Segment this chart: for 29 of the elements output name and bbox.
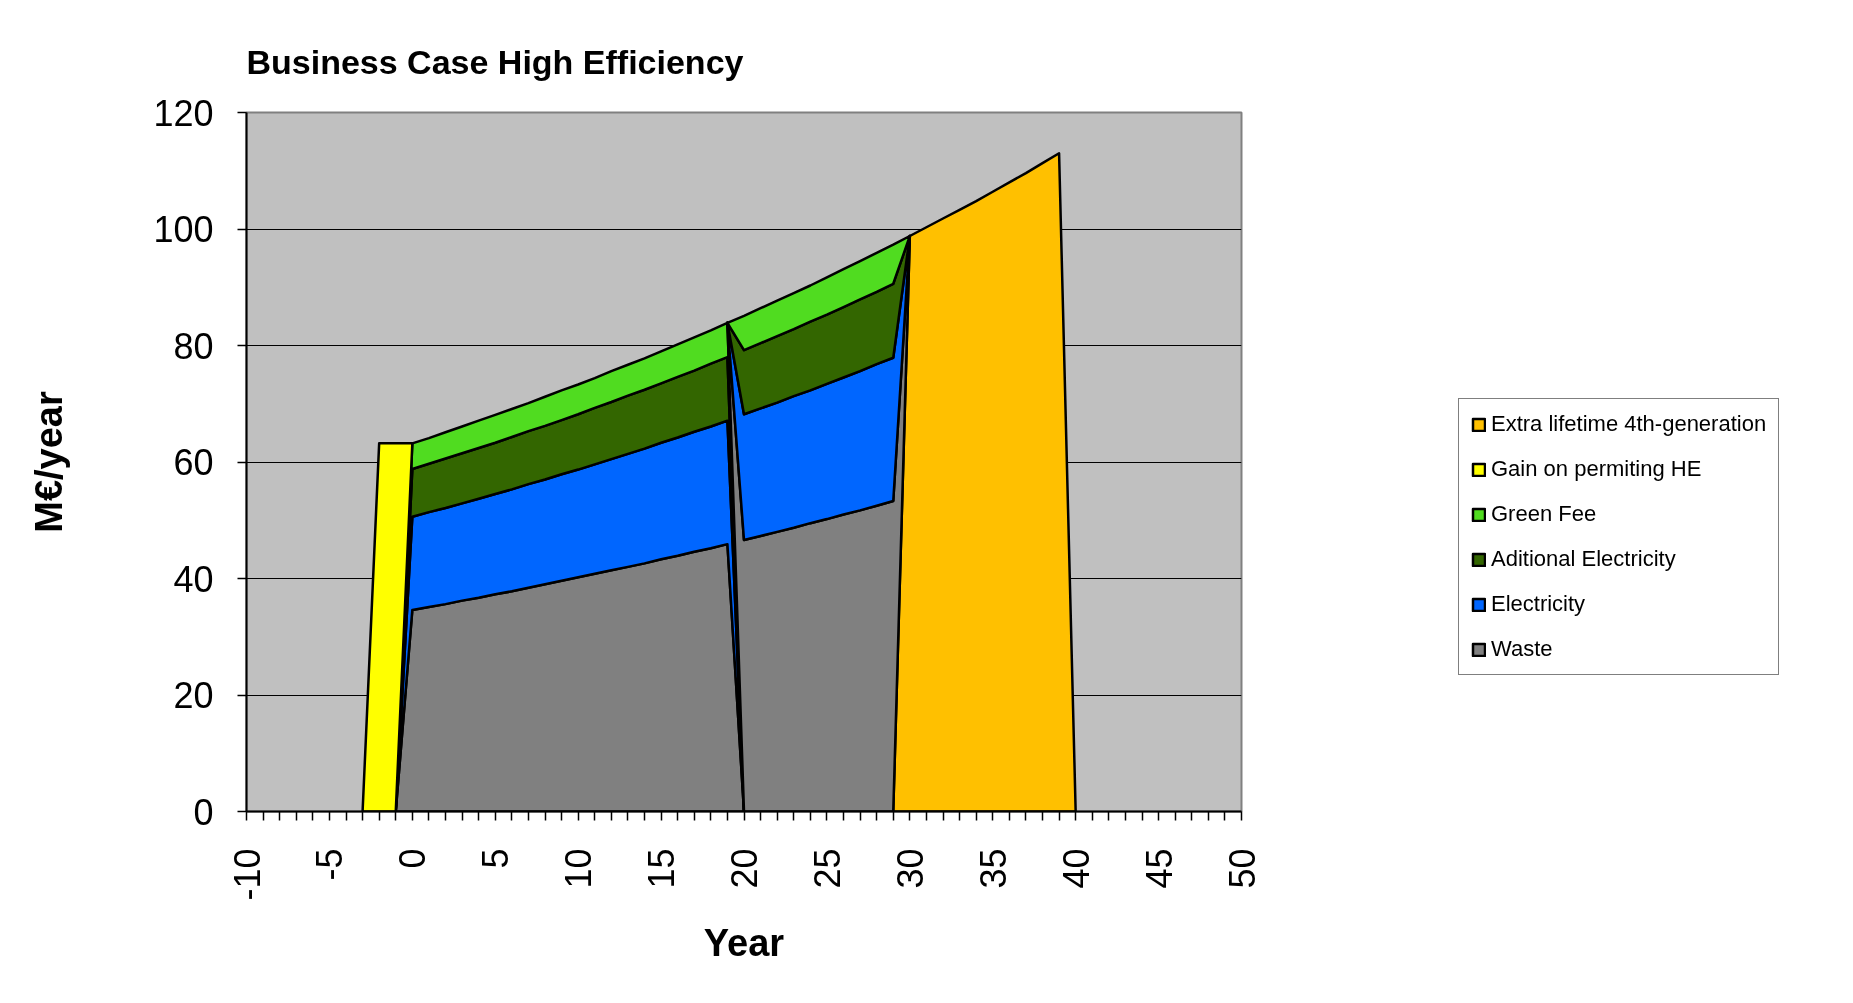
x-tick-label: 50 [1221,848,1263,889]
y-tick-label: 100 [153,209,214,250]
legend-label: Green Fee [1491,501,1597,527]
x-tick-label: -10 [226,848,268,901]
y-axis-title: M€/year [28,391,71,533]
x-tick-label: 0 [392,848,434,869]
legend-label: Electricity [1491,591,1586,617]
x-tick-label: 40 [1055,848,1097,889]
legend-label: Extra lifetime 4th-generation [1491,411,1767,437]
y-tick-label: 40 [173,558,214,600]
legend-label: Waste [1491,636,1553,662]
x-tick-label: 30 [889,848,931,889]
x-tick-label: 35 [972,848,1014,889]
x-tick-label: 45 [1138,848,1180,889]
x-tick-label: 25 [806,848,848,889]
y-tick-label: 0 [193,791,214,833]
y-tick-label: 60 [173,442,214,483]
x-tick-label: 5 [475,848,517,869]
y-tick-label: 80 [173,325,214,367]
chart-title: Business Case High Efficiency [246,42,744,81]
x-tick-label: 20 [724,848,765,889]
x-tick-label: 15 [641,848,683,889]
legend-label: Aditional Electricity [1491,546,1676,572]
x-axis-title: Year [703,921,785,964]
x-tick-label: -5 [309,848,351,881]
x-tick-label: 10 [558,848,600,889]
y-tick-label: 120 [153,92,214,134]
y-tick-label: 20 [173,675,214,716]
legend-label: Gain on permiting HE [1491,456,1702,482]
